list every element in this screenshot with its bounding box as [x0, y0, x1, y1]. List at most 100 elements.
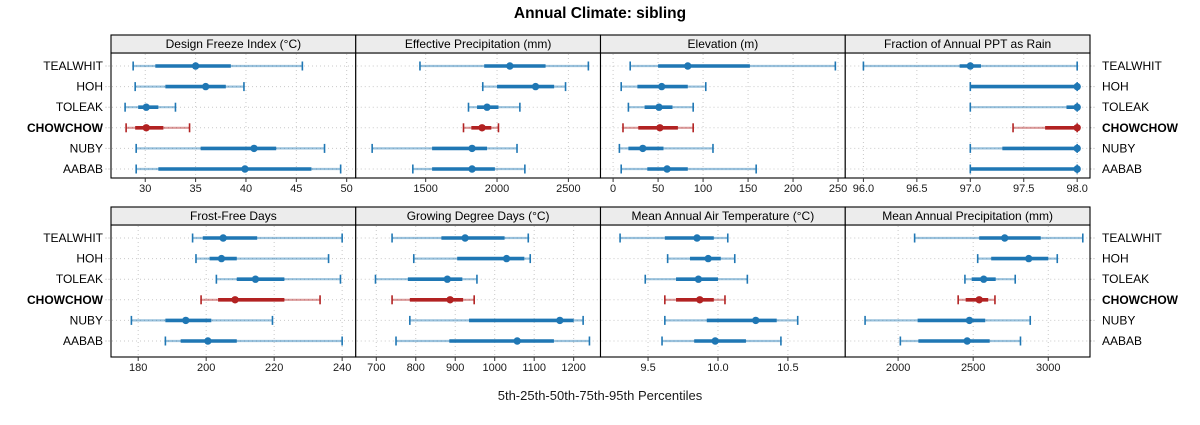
interval-tealwhit	[862, 61, 1078, 71]
interval-aabab	[135, 164, 342, 174]
median-dot	[443, 275, 452, 283]
x-tick-label: 97.5	[1013, 183, 1034, 195]
median-dot	[1073, 165, 1081, 173]
interval-hoh	[481, 82, 567, 92]
interval-hoh	[969, 82, 1081, 92]
median-dot	[965, 316, 974, 325]
x-tick-label: 2500	[961, 362, 985, 374]
panel-mean-annual-precipitation-mm: Mean Annual Precipitation (mm) 2000 2500 30…	[844, 206, 1091, 374]
median-dot	[966, 62, 974, 70]
x-tick-label: 200	[784, 183, 802, 195]
panel-title: Fraction of Annual PPT as Rain	[884, 37, 1051, 51]
site-label-left-tealwhit: TEALWHIT	[43, 59, 103, 73]
interval-chowchow	[957, 295, 996, 305]
x-tick-label: 180	[129, 362, 147, 374]
panel-area	[355, 224, 602, 358]
median-dot	[191, 62, 200, 70]
site-label-right-hoh: HOH	[1102, 252, 1129, 266]
interval-tealwhit	[619, 233, 729, 243]
x-tick-label: 97.0	[960, 183, 981, 195]
x-tick-label: 30	[139, 183, 151, 195]
site-label-right-nuby: NUBY	[1102, 141, 1135, 155]
x-tick-label: 150	[739, 183, 757, 195]
x-tick-label: 50	[652, 183, 664, 195]
interval-chowchow	[1012, 123, 1081, 133]
x-tick-label: 40	[240, 183, 252, 195]
median-dot	[752, 316, 760, 325]
x-tick-label: 50	[341, 183, 353, 195]
median-dot	[506, 62, 514, 70]
x-tick-label: 2000	[886, 362, 910, 374]
median-dot	[657, 82, 666, 91]
x-tick-label: 1500	[413, 183, 437, 195]
interval-hoh	[976, 254, 1059, 264]
site-label-right-nuby: NUBY	[1102, 313, 1135, 327]
x-tick-label: 9.5	[640, 362, 655, 374]
site-label-left-nuby: NUBY	[70, 141, 103, 155]
x-tick-label: 96.0	[853, 183, 874, 195]
panel-area	[110, 52, 357, 179]
site-label-left-hoh: HOH	[76, 80, 103, 94]
median-dot	[468, 144, 476, 153]
panel-title: Growing Degree Days (°C)	[407, 209, 550, 223]
median-dot	[446, 296, 454, 304]
panel-title: Effective Precipitation (mm)	[405, 37, 552, 51]
median-dot	[250, 144, 258, 153]
median-dot	[483, 103, 491, 111]
interval-toleak	[215, 274, 342, 284]
median-dot	[963, 337, 971, 345]
x-tick-label: 900	[446, 362, 464, 374]
median-dot	[478, 124, 486, 132]
interval-chowchow	[391, 295, 475, 305]
site-label-right-chowchow: CHOWCHOW	[1102, 121, 1179, 135]
x-tick-label: 700	[367, 362, 385, 374]
interval-toleak	[969, 102, 1081, 112]
median-dot	[251, 275, 260, 283]
percentiles-caption: 5th-25th-50th-75th-95th Percentiles	[497, 388, 703, 403]
median-dot	[1025, 254, 1033, 263]
panel-fraction-of-annual-ppt-as-rain: Fraction of Annual PPT as Rain 96.0 96.5 97…	[844, 34, 1091, 195]
site-label-left-tealwhit: TEALWHIT	[43, 231, 103, 245]
interval-hoh	[195, 254, 330, 264]
panel-title: Design Freeze Index (°C)	[166, 37, 302, 51]
interval-nuby	[864, 315, 1032, 325]
chart-title: Annual Climate: sibling	[513, 5, 687, 22]
interval-chowchow	[125, 123, 191, 133]
interval-tealwhit	[629, 61, 837, 71]
interval-nuby	[130, 315, 274, 325]
median-dot	[979, 275, 988, 283]
x-tick-label: 35	[189, 183, 201, 195]
median-dot	[461, 234, 469, 242]
median-dot	[694, 275, 703, 283]
x-tick-label: 1100	[522, 362, 546, 374]
x-tick-label: 1200	[561, 362, 585, 374]
site-label-left-chowchow: CHOWCHOW	[27, 293, 104, 307]
median-dot	[1073, 144, 1081, 153]
panel-area	[844, 52, 1091, 179]
x-tick-label: 2500	[556, 183, 580, 195]
x-tick-label: 1000	[482, 362, 506, 374]
interval-nuby	[135, 143, 326, 153]
median-dot	[502, 254, 511, 263]
median-dot	[531, 82, 540, 91]
interval-chowchow	[622, 123, 694, 133]
site-label-right-toleak: TOLEAK	[1102, 272, 1149, 286]
interval-hoh	[134, 82, 245, 92]
median-dot	[231, 296, 239, 304]
interval-aabab	[661, 336, 782, 346]
interval-aabab	[899, 336, 1022, 346]
site-label-right-aabab: AABAB	[1102, 334, 1142, 348]
x-tick-label: 0	[610, 183, 616, 195]
site-label-left-toleak: TOLEAK	[56, 100, 103, 114]
median-dot	[1073, 82, 1081, 91]
panel-elevation-m: Elevation (m) 0 50 100 150 200 250	[599, 34, 847, 195]
x-tick-label: 45	[290, 183, 302, 195]
interval-nuby	[969, 143, 1081, 153]
interval-aabab	[620, 164, 757, 174]
median-dot	[513, 337, 521, 345]
site-label-right-chowchow: CHOWCHOW	[1102, 293, 1179, 307]
interval-chowchow	[200, 295, 321, 305]
interval-hoh	[666, 254, 736, 264]
median-dot	[201, 82, 210, 91]
